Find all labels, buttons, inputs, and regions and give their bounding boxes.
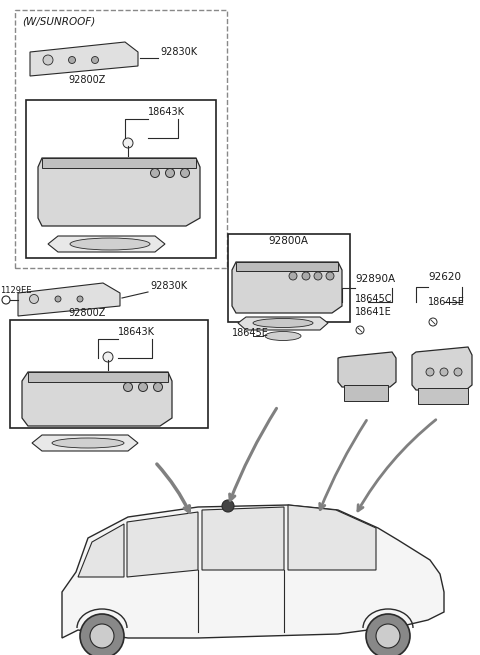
Ellipse shape [70,238,150,250]
Text: (W/SUNROOF): (W/SUNROOF) [22,16,95,26]
Text: 92800Z: 92800Z [68,308,106,318]
Ellipse shape [265,331,301,341]
Circle shape [326,272,334,280]
Polygon shape [232,262,342,313]
Circle shape [302,272,310,280]
Ellipse shape [52,438,124,448]
Circle shape [103,352,113,362]
Polygon shape [288,505,376,570]
Text: 18643K: 18643K [148,107,185,117]
Text: 18643K: 18643K [118,327,155,337]
Bar [418,388,468,404]
Polygon shape [236,262,338,271]
Polygon shape [202,507,284,570]
Text: 92800Z: 92800Z [68,75,106,85]
Circle shape [314,272,322,280]
Polygon shape [127,512,198,577]
Text: 92620: 92620 [428,272,461,282]
Polygon shape [22,372,172,426]
Polygon shape [62,505,444,638]
Circle shape [180,168,190,178]
Text: 1129EE: 1129EE [0,286,32,295]
Circle shape [123,138,133,148]
Polygon shape [18,283,120,316]
Text: 92830K: 92830K [160,47,197,57]
Circle shape [29,295,38,303]
Polygon shape [30,42,138,76]
Polygon shape [48,236,165,252]
Polygon shape [28,372,168,382]
Circle shape [43,55,53,65]
Circle shape [154,383,163,392]
Circle shape [426,368,434,376]
Circle shape [366,614,410,655]
Circle shape [166,168,175,178]
Circle shape [77,296,83,302]
Text: 92890A: 92890A [355,274,395,284]
Polygon shape [338,352,396,387]
Text: 92830K: 92830K [150,281,187,291]
Circle shape [454,368,462,376]
Circle shape [139,383,147,392]
Circle shape [440,368,448,376]
Circle shape [222,500,234,512]
Circle shape [69,56,75,64]
Polygon shape [42,158,196,168]
Bar [344,385,388,401]
Polygon shape [238,317,328,330]
Circle shape [55,296,61,302]
Circle shape [123,383,132,392]
Circle shape [90,624,114,648]
Polygon shape [38,158,200,226]
Text: 18645E: 18645E [232,328,269,338]
Text: 18645E: 18645E [428,297,465,307]
Polygon shape [32,435,138,451]
Text: 18645C: 18645C [355,294,393,304]
Text: 18641E: 18641E [355,307,392,317]
Polygon shape [412,347,472,390]
Circle shape [376,624,400,648]
Circle shape [151,168,159,178]
Circle shape [92,56,98,64]
Circle shape [289,272,297,280]
Circle shape [80,614,124,655]
Ellipse shape [253,318,313,328]
Polygon shape [78,524,124,577]
Text: 92800A: 92800A [268,236,308,246]
